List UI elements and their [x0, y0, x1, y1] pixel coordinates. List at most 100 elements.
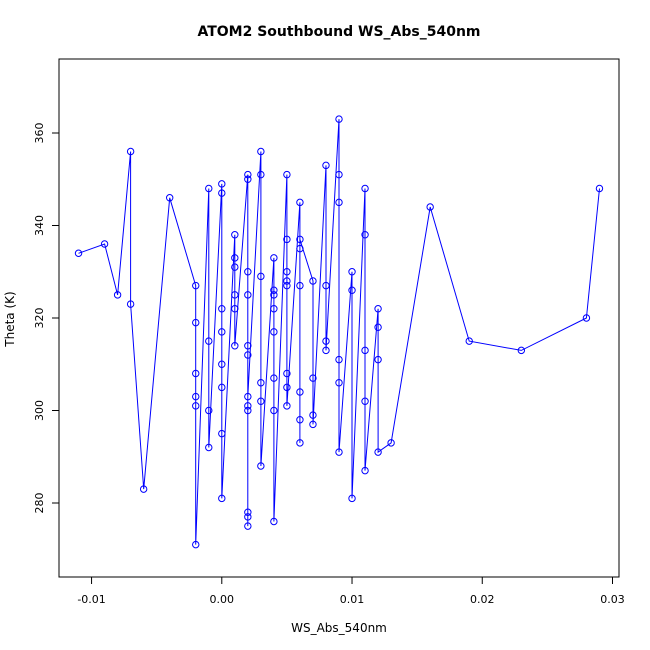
data-point: [296, 388, 304, 396]
data-point: [348, 268, 356, 276]
data-point: [283, 268, 291, 276]
data-point: [257, 397, 265, 405]
x-tick-label: -0.01: [77, 593, 105, 606]
data-point: [218, 360, 226, 368]
y-tick-label: 360: [33, 123, 46, 144]
data-point: [296, 439, 304, 447]
data-point: [244, 406, 252, 415]
y-tick-label: 340: [33, 215, 46, 236]
y-tick-label: 280: [33, 493, 46, 514]
data-point: [126, 147, 135, 156]
data-point: [283, 383, 291, 392]
data-point: [387, 439, 395, 447]
data-point: [374, 355, 382, 364]
y-tick-label: 320: [33, 308, 46, 329]
data-point: [270, 374, 278, 382]
data-point: [322, 346, 330, 355]
data-point: [257, 462, 265, 470]
data-point: [361, 346, 369, 355]
data-point: [244, 170, 252, 179]
data-point: [322, 161, 330, 170]
data-point: [335, 115, 343, 123]
data-point: [244, 513, 252, 521]
data-point: [309, 411, 317, 419]
data-point: [374, 448, 382, 456]
data-point: [244, 402, 252, 410]
data-point: [244, 342, 252, 350]
data-point: [296, 244, 304, 253]
data-point: [361, 231, 369, 239]
data-point: [205, 443, 213, 452]
data-point: [244, 351, 252, 359]
data-point: [322, 337, 330, 345]
y-axis-label: Theta (K): [3, 291, 17, 347]
data-point: [192, 318, 200, 327]
data-point: [139, 485, 148, 493]
x-tick-label: 0.03: [600, 593, 625, 606]
data-point: [257, 272, 265, 281]
x-axis-label: WS_Abs_540nm: [291, 621, 387, 635]
data-point: [113, 291, 122, 299]
data-point: [192, 540, 200, 549]
data-point: [74, 249, 83, 257]
data-point: [283, 170, 291, 179]
data-point: [165, 194, 174, 202]
data-point: [192, 281, 200, 290]
data-point: [192, 402, 200, 410]
data-point: [270, 406, 278, 415]
data-point: [335, 448, 343, 456]
data-point: [322, 281, 330, 290]
data-point: [361, 184, 369, 193]
data-point: [192, 392, 200, 401]
data-point: [335, 198, 343, 207]
data-point: [517, 346, 526, 355]
data-point: [218, 180, 226, 188]
data-point: [270, 291, 278, 299]
data-point: [126, 300, 135, 308]
data-point: [348, 286, 356, 294]
data-point: [100, 240, 109, 248]
data-point: [309, 277, 317, 285]
x-tick-label: 0.02: [470, 593, 495, 606]
data-point: [244, 268, 252, 276]
data-point: [244, 522, 252, 530]
series-layer: [74, 115, 604, 549]
data-point: [257, 379, 265, 387]
y-tick-label: 300: [33, 400, 46, 421]
data-point: [270, 517, 278, 526]
data-point: [205, 406, 213, 415]
data-point: [595, 184, 604, 193]
x-tick-label: 0.00: [210, 593, 235, 606]
data-point: [244, 392, 252, 401]
x-axis: -0.01 0.00 0.01 0.02 0.03: [77, 576, 625, 606]
data-point: [348, 494, 356, 503]
data-point: [296, 281, 304, 290]
data-point: [283, 235, 291, 244]
data-point: [231, 305, 239, 313]
data-point: [283, 281, 291, 290]
data-point: [205, 337, 213, 345]
data-point: [309, 374, 317, 382]
data-point: [244, 508, 252, 516]
data-point: [374, 323, 382, 331]
x-tick-label: 0.01: [340, 593, 365, 606]
data-point: [270, 286, 278, 294]
data-point: [218, 328, 226, 336]
data-point: [335, 355, 343, 364]
chart-title: ATOM2 Southbound WS_Abs_540nm: [197, 24, 480, 40]
data-point: [218, 383, 226, 392]
data-point: [309, 420, 317, 429]
data-point: [218, 429, 226, 438]
data-point: [270, 328, 278, 336]
data-point: [244, 291, 252, 299]
data-point: [257, 147, 265, 156]
data-point: [296, 198, 304, 207]
data-point: [231, 291, 239, 299]
data-point: [296, 235, 304, 244]
data-point: [283, 402, 291, 410]
data-point: [231, 231, 239, 239]
data-point: [283, 277, 291, 285]
data-point: [218, 494, 226, 503]
data-point: [231, 254, 239, 262]
